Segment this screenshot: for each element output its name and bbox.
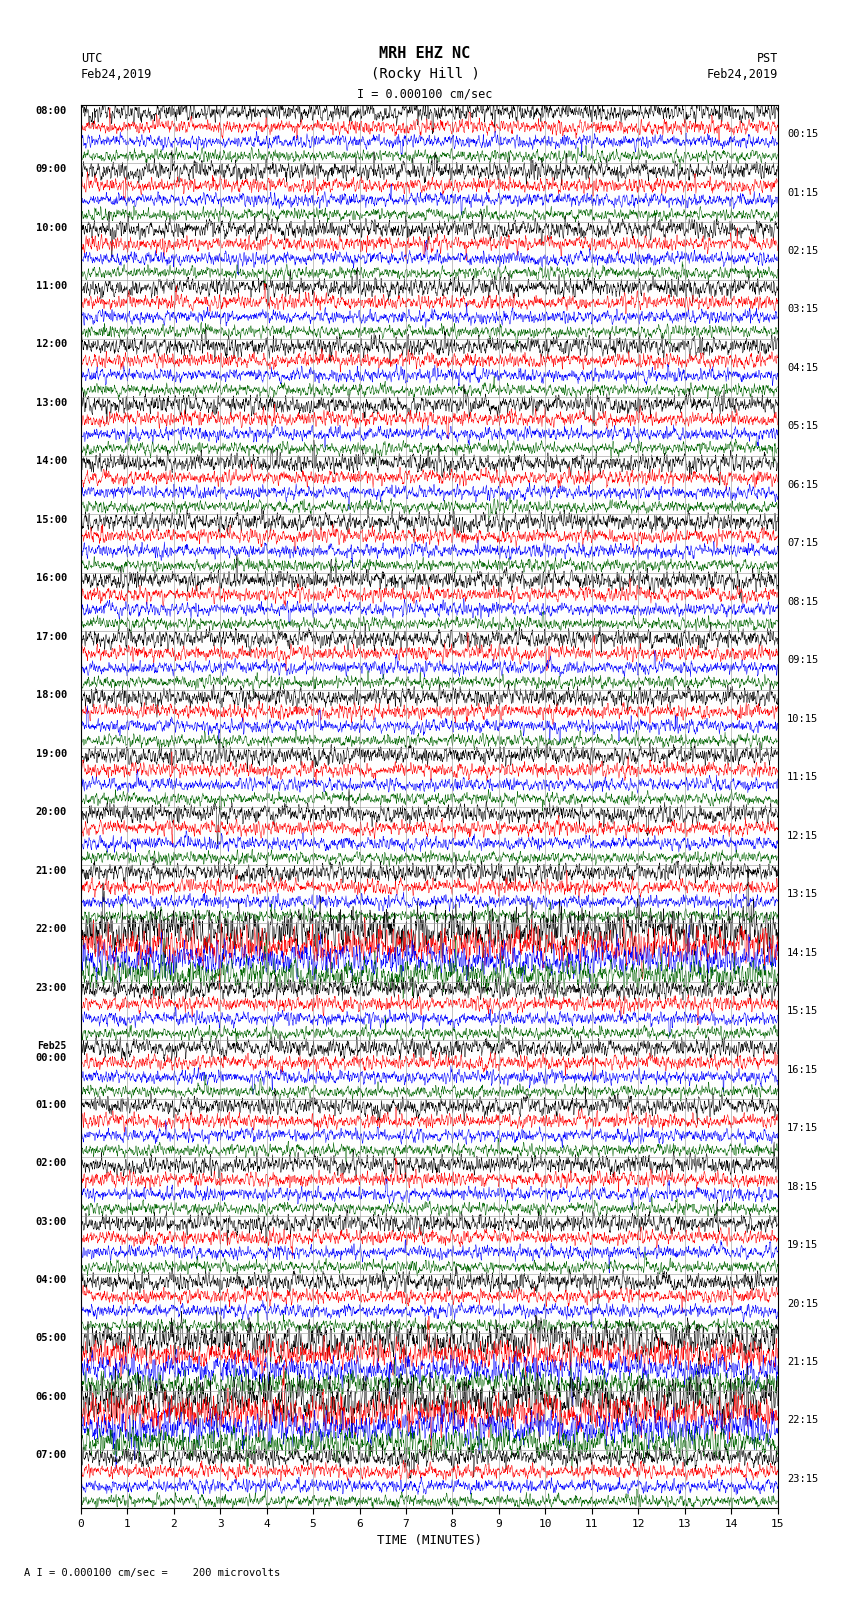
Text: 07:15: 07:15 — [787, 539, 819, 548]
Text: MRH EHZ NC: MRH EHZ NC — [379, 47, 471, 61]
Text: 17:15: 17:15 — [787, 1123, 819, 1132]
Text: 05:00: 05:00 — [36, 1334, 67, 1344]
Text: 10:00: 10:00 — [36, 223, 67, 232]
Text: 05:15: 05:15 — [787, 421, 819, 431]
Text: 04:00: 04:00 — [36, 1274, 67, 1286]
Text: Feb25: Feb25 — [37, 1040, 67, 1052]
Text: 06:00: 06:00 — [36, 1392, 67, 1402]
Text: 06:15: 06:15 — [787, 481, 819, 490]
Text: 21:15: 21:15 — [787, 1357, 819, 1366]
Text: 01:00: 01:00 — [36, 1100, 67, 1110]
Text: 17:00: 17:00 — [36, 632, 67, 642]
Text: 11:00: 11:00 — [36, 281, 67, 290]
Text: 03:15: 03:15 — [787, 305, 819, 315]
Text: 23:15: 23:15 — [787, 1474, 819, 1484]
Text: 19:00: 19:00 — [36, 748, 67, 758]
Text: 13:15: 13:15 — [787, 889, 819, 898]
Text: 19:15: 19:15 — [787, 1240, 819, 1250]
Text: A I = 0.000100 cm/sec =    200 microvolts: A I = 0.000100 cm/sec = 200 microvolts — [24, 1568, 280, 1578]
Text: Feb24,2019: Feb24,2019 — [706, 68, 778, 81]
Text: 12:15: 12:15 — [787, 831, 819, 840]
Text: 20:00: 20:00 — [36, 806, 67, 818]
Text: 09:00: 09:00 — [36, 165, 67, 174]
Text: 02:15: 02:15 — [787, 247, 819, 256]
Text: 07:00: 07:00 — [36, 1450, 67, 1460]
Text: (Rocky Hill ): (Rocky Hill ) — [371, 66, 479, 81]
Text: 23:00: 23:00 — [36, 982, 67, 992]
Text: 00:15: 00:15 — [787, 129, 819, 139]
Text: 02:00: 02:00 — [36, 1158, 67, 1168]
Text: 14:00: 14:00 — [36, 456, 67, 466]
Text: 04:15: 04:15 — [787, 363, 819, 373]
Text: UTC: UTC — [81, 52, 102, 65]
Text: 21:00: 21:00 — [36, 866, 67, 876]
Text: 00:00: 00:00 — [36, 1053, 67, 1063]
Text: 18:15: 18:15 — [787, 1182, 819, 1192]
Text: 11:15: 11:15 — [787, 773, 819, 782]
Text: I = 0.000100 cm/sec: I = 0.000100 cm/sec — [357, 87, 493, 100]
Text: 09:15: 09:15 — [787, 655, 819, 665]
Text: Feb24,2019: Feb24,2019 — [81, 68, 152, 81]
Text: 22:15: 22:15 — [787, 1416, 819, 1426]
Text: PST: PST — [756, 52, 778, 65]
Text: 12:00: 12:00 — [36, 339, 67, 350]
X-axis label: TIME (MINUTES): TIME (MINUTES) — [377, 1534, 482, 1547]
Text: 10:15: 10:15 — [787, 715, 819, 724]
Text: 03:00: 03:00 — [36, 1216, 67, 1226]
Text: 14:15: 14:15 — [787, 948, 819, 958]
Text: 08:15: 08:15 — [787, 597, 819, 606]
Text: 16:00: 16:00 — [36, 573, 67, 584]
Text: 22:00: 22:00 — [36, 924, 67, 934]
Text: 20:15: 20:15 — [787, 1298, 819, 1308]
Text: 08:00: 08:00 — [36, 105, 67, 116]
Text: 16:15: 16:15 — [787, 1065, 819, 1074]
Text: 15:00: 15:00 — [36, 515, 67, 524]
Text: 15:15: 15:15 — [787, 1007, 819, 1016]
Text: 01:15: 01:15 — [787, 187, 819, 197]
Text: 13:00: 13:00 — [36, 398, 67, 408]
Text: 18:00: 18:00 — [36, 690, 67, 700]
